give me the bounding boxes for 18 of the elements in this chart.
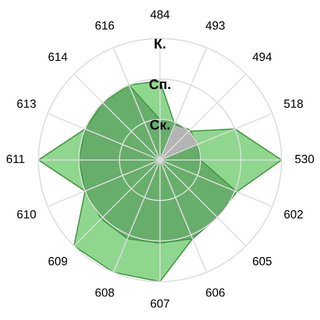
spoke-label: 484 (150, 10, 170, 19)
spoke-label: 494 (252, 52, 272, 61)
spoke-label: 518 (284, 100, 303, 108)
spoke-label: 611 (6, 154, 24, 164)
spoke-label: 610 (17, 210, 36, 218)
spoke-label: 605 (252, 257, 272, 266)
spoke-label: 606 (206, 288, 225, 297)
spoke-label: 616 (95, 21, 114, 30)
spoke-label: 530 (295, 154, 314, 164)
y-tick-label: К. (154, 38, 166, 48)
y-tick-label: Сп. (149, 79, 170, 90)
spoke-label: 607 (150, 299, 170, 308)
spoke-label: 602 (284, 210, 303, 218)
spoke-label: 493 (206, 21, 225, 30)
spoke-label: 609 (48, 257, 68, 266)
spoke-label: 614 (48, 52, 68, 61)
spoke-label: 613 (17, 100, 36, 108)
spoke-label: 608 (95, 288, 114, 297)
